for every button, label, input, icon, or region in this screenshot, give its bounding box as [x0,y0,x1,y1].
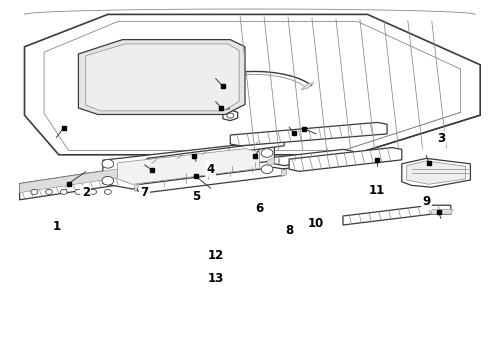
Text: 4: 4 [207,163,215,176]
Polygon shape [343,205,451,225]
Polygon shape [190,90,201,97]
Text: 8: 8 [285,224,293,237]
Circle shape [31,189,38,194]
Polygon shape [86,44,239,111]
Polygon shape [44,22,461,150]
Text: 12: 12 [207,249,224,262]
Text: 13: 13 [207,273,224,285]
Polygon shape [137,167,284,193]
Polygon shape [24,14,480,155]
Circle shape [75,189,82,194]
Text: 3: 3 [437,132,445,145]
Polygon shape [135,184,140,192]
Circle shape [261,165,273,174]
Circle shape [46,189,52,194]
Text: 11: 11 [369,184,386,197]
Polygon shape [181,155,333,180]
Circle shape [104,189,111,194]
Text: 7: 7 [141,186,148,199]
Polygon shape [230,122,387,146]
Polygon shape [20,167,127,193]
Text: 6: 6 [256,202,264,215]
Polygon shape [147,140,284,164]
Polygon shape [103,144,274,189]
Polygon shape [223,83,233,92]
Polygon shape [431,210,453,214]
Polygon shape [407,161,466,184]
Text: 1: 1 [52,220,60,233]
Polygon shape [78,40,245,114]
Text: 9: 9 [422,195,430,208]
Polygon shape [118,149,260,184]
Circle shape [60,189,67,194]
Polygon shape [267,157,274,166]
Circle shape [227,113,234,118]
Circle shape [102,176,114,185]
Circle shape [102,159,114,168]
Circle shape [90,189,97,194]
Polygon shape [301,83,314,90]
Polygon shape [20,167,127,200]
Text: 10: 10 [308,217,324,230]
Polygon shape [402,158,470,187]
Polygon shape [223,110,238,121]
Polygon shape [289,148,402,171]
Text: 5: 5 [192,190,200,203]
Circle shape [261,149,273,157]
Text: 2: 2 [82,186,90,199]
Polygon shape [223,101,229,110]
Polygon shape [282,169,287,176]
Polygon shape [274,149,353,166]
